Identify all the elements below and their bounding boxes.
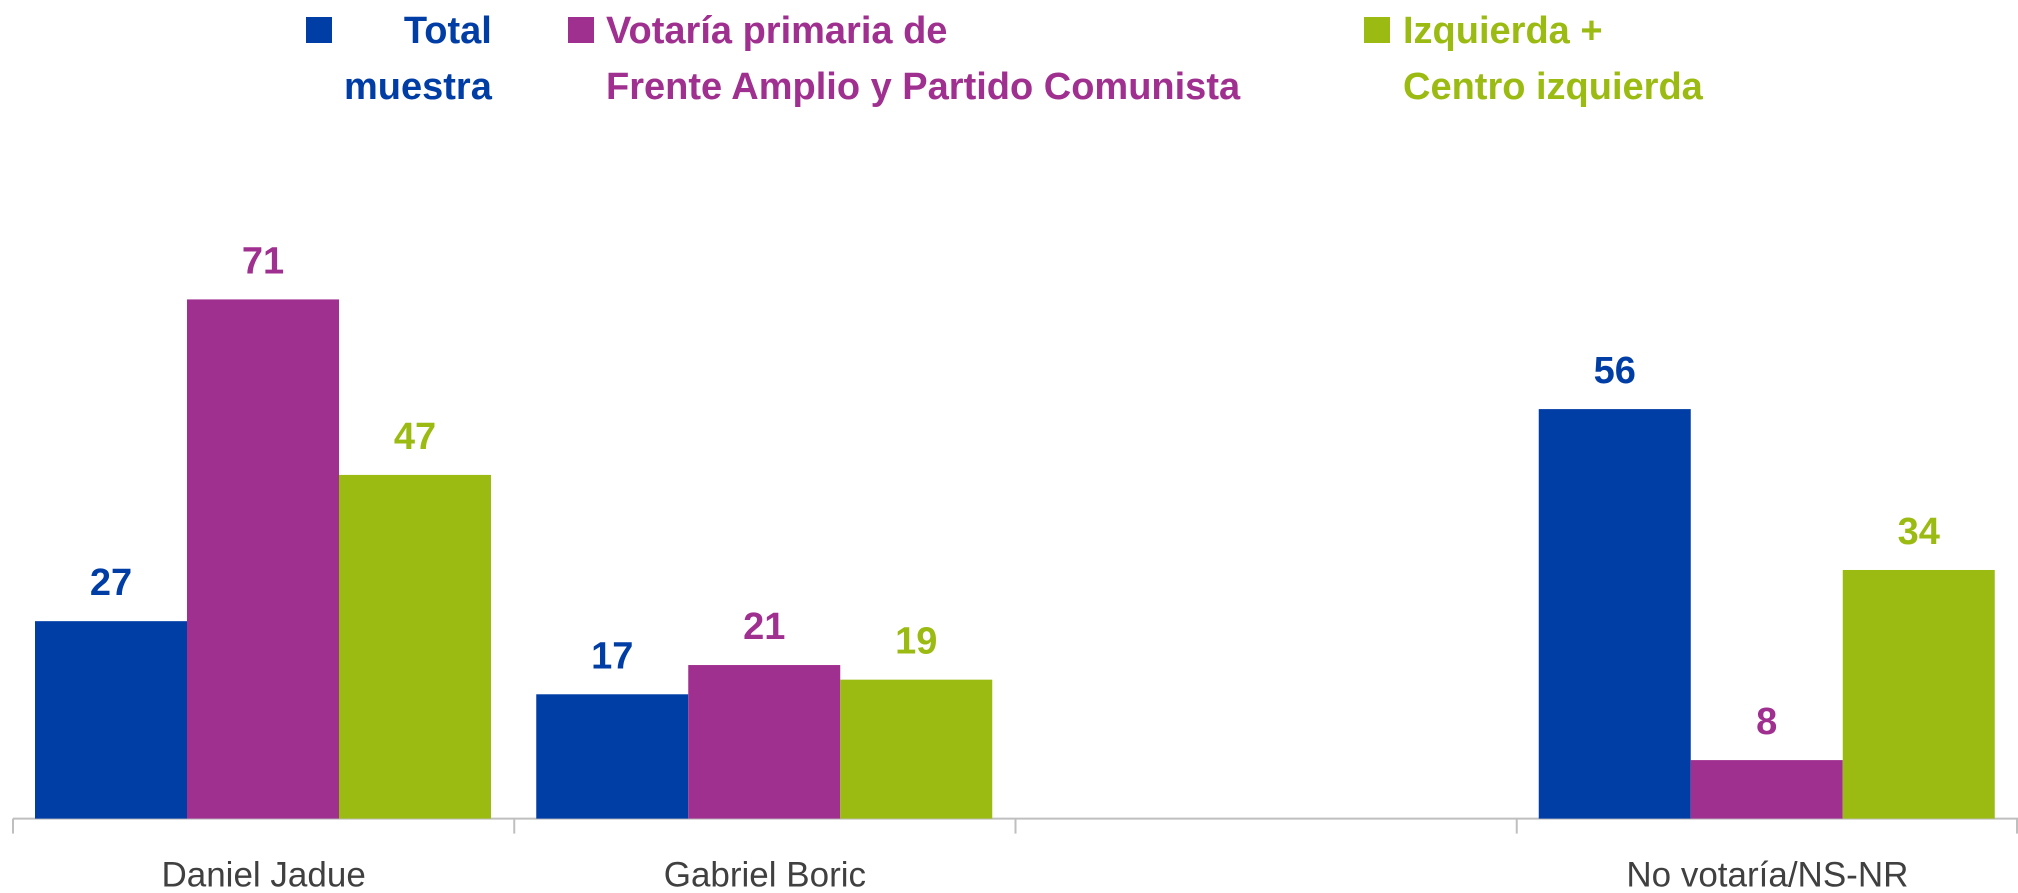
- data-label: 34: [1898, 511, 1940, 553]
- bar: [35, 621, 187, 819]
- bar: [187, 299, 339, 819]
- data-label: 56: [1594, 350, 1636, 392]
- data-label: 17: [591, 635, 633, 677]
- bar: [1538, 409, 1691, 819]
- legend-label: Votaría primaria de Frente Amplio y Part…: [606, 10, 1241, 108]
- bar: [1690, 760, 1843, 819]
- bar: [840, 679, 993, 819]
- bar: [688, 665, 841, 819]
- bar: [1842, 569, 1995, 819]
- bar: [339, 474, 491, 819]
- legend-label: Izquierda + Centro izquierda: [1403, 10, 1703, 108]
- x-tick-label: No votaría/NS-NR: [1626, 855, 1908, 893]
- data-label: 19: [895, 621, 937, 663]
- legend-swatch: [1364, 17, 1390, 43]
- bar: [536, 694, 689, 819]
- data-label: 27: [90, 562, 132, 604]
- data-label: 71: [242, 240, 284, 282]
- legend-swatch: [568, 17, 594, 43]
- x-tick-label: Daniel Jadue: [161, 855, 365, 893]
- legend-label: Total muestra: [344, 10, 492, 108]
- legend-swatch: [306, 17, 332, 43]
- data-label: 21: [743, 606, 785, 648]
- data-label: 8: [1756, 701, 1777, 743]
- x-tick-label: Gabriel Boric: [664, 855, 866, 893]
- data-label: 47: [394, 416, 436, 458]
